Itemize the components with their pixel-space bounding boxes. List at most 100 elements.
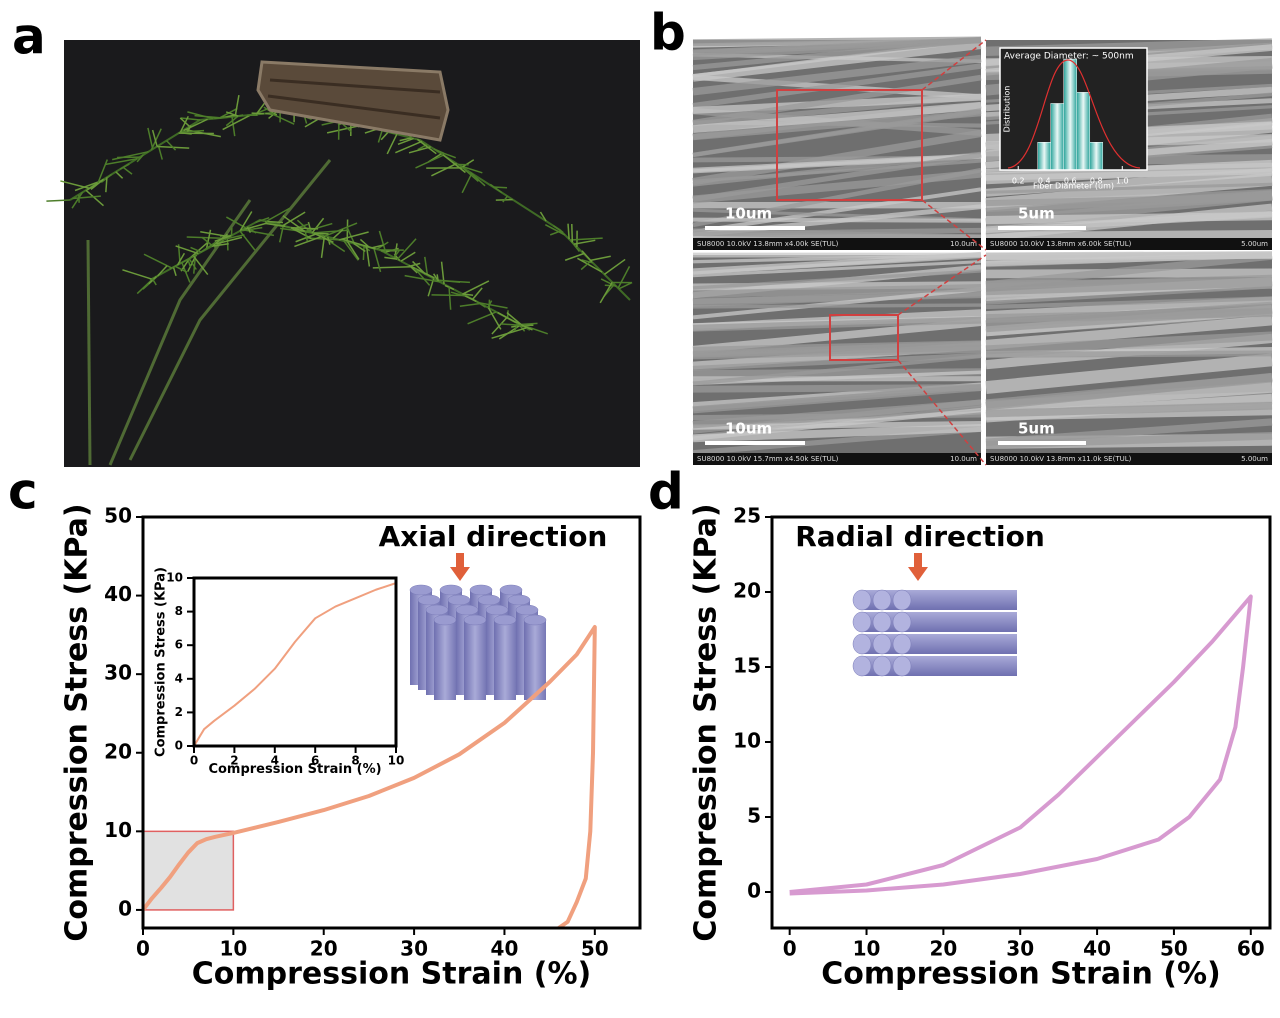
cylinder-end <box>852 611 872 633</box>
leaf <box>404 274 440 283</box>
chart: 0 10 20 30 40 50 60 0 5 10 15 20 25 Compression Strai… <box>689 503 1272 992</box>
x-tick-label: 0.6 <box>1064 177 1077 186</box>
fiber <box>985 193 1273 207</box>
leaf <box>502 195 509 203</box>
y-tick-label: 8 <box>175 604 183 618</box>
leaf <box>571 223 574 243</box>
leaf <box>603 258 626 276</box>
cylinder-end <box>892 633 912 655</box>
leaf <box>46 199 71 202</box>
fiber <box>985 315 1273 350</box>
leaf <box>304 231 309 242</box>
leaf <box>239 211 253 232</box>
fiber <box>985 418 1273 446</box>
fiber <box>692 129 982 186</box>
panel-label: a <box>12 8 46 66</box>
x-tick-label: 0.2 <box>1012 177 1025 186</box>
leaf <box>564 252 584 261</box>
cylinder <box>434 620 456 700</box>
fiber <box>985 296 1273 310</box>
fiber <box>692 354 982 386</box>
leaf <box>282 215 305 232</box>
sem-info: SU8000 10.0kV 13.8mm x11.0k SE(TUL) <box>990 455 1132 463</box>
fiber <box>692 227 982 237</box>
fiber <box>692 154 982 174</box>
leaf <box>150 128 162 151</box>
cylinder-top <box>425 604 449 616</box>
frame <box>770 515 1272 930</box>
leaf <box>90 179 104 191</box>
cylinder-end <box>852 655 872 677</box>
cylinder-top <box>417 594 441 606</box>
y-axis-label: Compression Stress (KPa) <box>60 503 95 941</box>
cylinder-top <box>485 604 509 616</box>
chart: 0.2 0.4 0.6 0.8 1.0 Average Diameter: ~ 500nm… <box>999 47 1148 191</box>
y-tick-label: 20 <box>104 739 132 763</box>
cylinder-end <box>872 589 892 611</box>
info-bar <box>693 453 981 465</box>
cylinder-top <box>477 594 501 606</box>
sem-info: SU8000 10.0kV 15.7mm x4.50k SE(TUL) <box>697 455 839 463</box>
leaf <box>506 312 524 328</box>
sem-images: SU8000 10.0kV 13.8mm x4.00k SE(TUL) 10.0u… <box>692 36 1273 466</box>
x-tick-label: 10 <box>853 937 881 961</box>
y-tick-label: 10 <box>104 818 132 842</box>
fiber <box>985 301 1273 333</box>
leaf <box>380 131 389 141</box>
leaf <box>539 211 547 222</box>
annotation: Average Diameter: ~ 500nm <box>1004 52 1134 62</box>
leaf <box>193 255 209 275</box>
leaf <box>268 111 277 120</box>
fiber <box>985 212 1273 225</box>
fiber <box>692 318 982 354</box>
leaf <box>567 223 570 240</box>
leaf <box>377 130 383 143</box>
zoom-line <box>921 39 987 91</box>
leaf <box>234 95 240 117</box>
leaf <box>497 311 516 323</box>
leaf <box>461 159 475 168</box>
leaf <box>371 244 384 249</box>
leaf <box>307 221 312 234</box>
leaf <box>85 189 104 207</box>
x-tick-label: 0 <box>190 753 198 767</box>
fiber <box>692 316 982 332</box>
leaf <box>180 117 201 121</box>
fiber <box>692 423 982 443</box>
leaf <box>459 165 483 174</box>
cylinder <box>902 656 1017 676</box>
leaf <box>112 150 149 161</box>
fiber <box>985 182 1273 194</box>
leaf <box>176 252 186 266</box>
leaf <box>414 268 431 286</box>
y-tick-label: 15 <box>733 654 761 678</box>
leaf <box>311 229 350 234</box>
cylinder-end <box>852 633 872 655</box>
leaf <box>493 186 508 189</box>
cylinder-end <box>872 655 892 677</box>
stem <box>86 239 92 466</box>
leaf <box>290 226 319 230</box>
leaf <box>255 100 267 115</box>
arrow <box>908 553 928 581</box>
fiber <box>692 368 982 378</box>
leaf <box>448 286 452 310</box>
leaf <box>265 220 284 224</box>
panel-label: b <box>650 4 686 62</box>
x-tick-label: 10 <box>219 937 247 961</box>
leaf <box>570 237 603 241</box>
leaf <box>179 116 189 133</box>
leaf <box>311 217 325 234</box>
zoom-line <box>897 359 987 466</box>
y-tick-label: 2 <box>175 705 183 719</box>
leaf <box>324 222 358 237</box>
leaf <box>341 238 376 250</box>
leaf <box>136 154 144 163</box>
fiber <box>985 251 1273 260</box>
line <box>194 582 396 746</box>
leaf <box>143 253 173 269</box>
cylinder <box>464 620 486 700</box>
bar <box>1050 103 1064 171</box>
